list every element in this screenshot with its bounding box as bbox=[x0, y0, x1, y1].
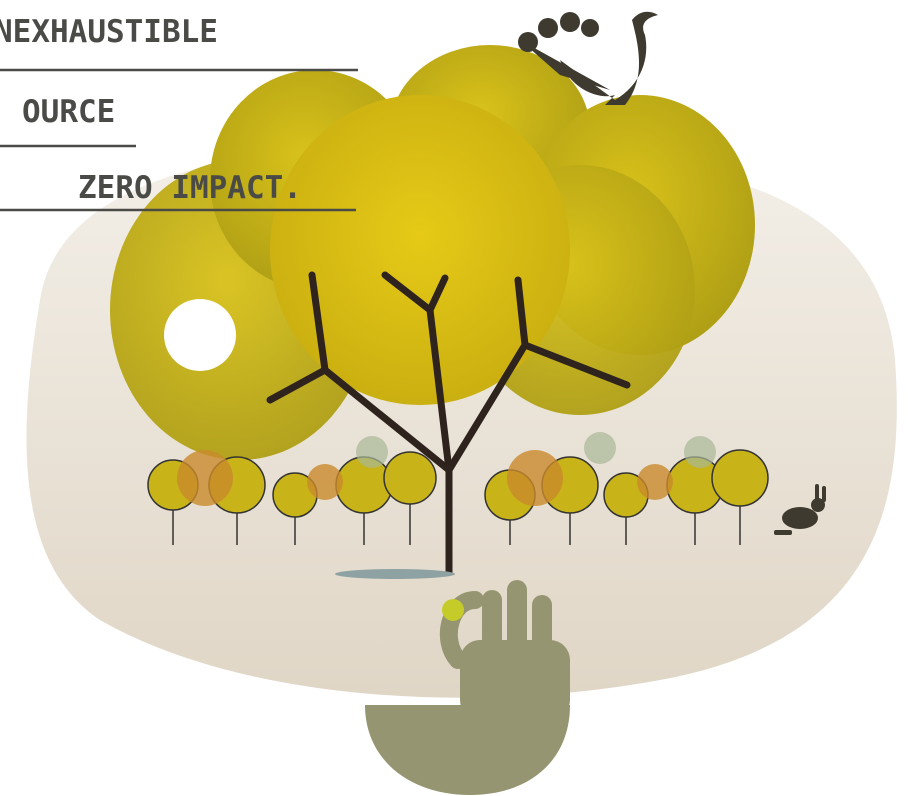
page: NEXHAUSTIBLE OURCE ZERO IMPACT. (() => {… bbox=[0, 0, 908, 796]
headline-line: ZERO IMPACT. bbox=[78, 170, 302, 206]
headline-line: OURCE bbox=[22, 94, 115, 130]
illustration: NEXHAUSTIBLE OURCE ZERO IMPACT. bbox=[0, 0, 908, 796]
shadow bbox=[335, 569, 455, 579]
headline-line: NEXHAUSTIBLE bbox=[0, 14, 218, 50]
